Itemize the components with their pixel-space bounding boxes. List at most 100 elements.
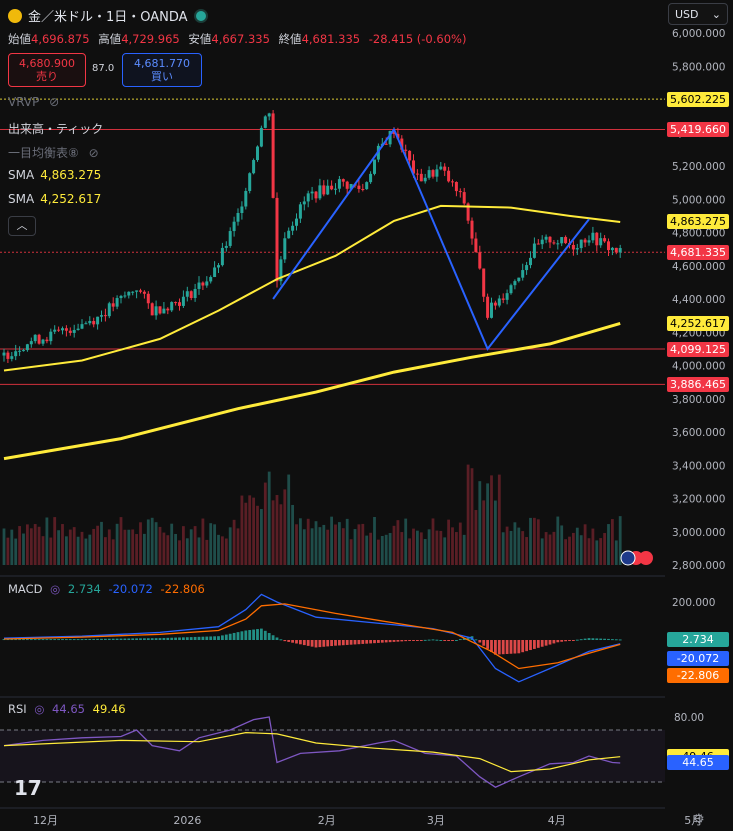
volume-bar xyxy=(115,523,119,565)
macd-histogram-bar xyxy=(240,631,244,640)
macd-histogram-bar xyxy=(260,628,263,640)
volume-tick-label: 出来高・ティック xyxy=(8,122,104,136)
refresh-icon[interactable]: ◎ xyxy=(50,582,61,596)
volume-bar xyxy=(431,518,435,565)
volume-bar xyxy=(65,536,68,565)
volume-bar xyxy=(146,519,150,565)
volume-bar xyxy=(595,540,599,565)
volume-bar xyxy=(478,481,482,565)
volume-bar xyxy=(427,529,431,565)
rsi-band xyxy=(0,730,665,782)
settings-gear-icon[interactable]: ⚙ xyxy=(693,812,705,827)
tradingview-logo[interactable]: 17 xyxy=(14,776,42,800)
rsi-legend[interactable]: RSI ◎ 44.65 49.46 xyxy=(8,702,126,716)
volume-bar xyxy=(275,495,279,565)
candle-body xyxy=(18,350,22,352)
volume-bar xyxy=(462,534,466,565)
candle-body xyxy=(263,116,267,128)
eye-hidden-icon[interactable]: ⊘ xyxy=(49,95,60,109)
candle-body xyxy=(287,230,291,239)
macd-histogram-bar xyxy=(505,640,509,654)
macd-histogram-bar xyxy=(174,637,177,640)
candle-body xyxy=(607,241,610,251)
collapse-legend-button[interactable]: ︿ xyxy=(8,216,36,236)
macd-histogram-bar xyxy=(548,640,552,645)
candle-body xyxy=(556,243,560,245)
price-axis-label: 5,419.660 xyxy=(667,121,729,137)
candle-body xyxy=(45,339,49,342)
macd-legend[interactable]: MACD ◎ 2.734 -20.072 -22.806 xyxy=(8,582,205,596)
macd-histogram-bar xyxy=(322,640,326,647)
refresh-icon[interactable]: ◎ xyxy=(34,702,45,716)
indicator-ichimoku[interactable]: 一目均衡表⑧ ⊘ xyxy=(8,144,99,161)
candle-body xyxy=(197,282,201,289)
buy-price: 4,681.770 xyxy=(134,57,190,70)
candle-body xyxy=(521,270,525,278)
candle-body xyxy=(220,247,224,266)
volume-bar xyxy=(474,510,478,565)
volume-bar xyxy=(37,526,41,565)
volume-bar xyxy=(104,537,107,565)
macd-histogram-bar xyxy=(443,640,447,641)
candle-body xyxy=(107,303,111,317)
volume-bar xyxy=(419,532,423,565)
macd-histogram-bar xyxy=(49,639,53,641)
macd-histogram-bar xyxy=(501,640,505,655)
indicator-vrvp[interactable]: VRVP ⊘ xyxy=(8,95,59,109)
macd-histogram-bar xyxy=(189,637,193,640)
macd-histogram-bar xyxy=(201,636,205,640)
candle-body xyxy=(302,201,306,205)
volume-bar xyxy=(611,519,614,565)
macd-histogram-bar xyxy=(521,640,525,653)
sell-button[interactable]: 4,680.900 売り xyxy=(8,53,86,87)
buy-button[interactable]: 4,681.770 買い xyxy=(122,53,202,87)
candle-body xyxy=(224,245,228,248)
volume-bar xyxy=(349,539,353,565)
volume-bar xyxy=(451,527,454,565)
macd-histogram-bar xyxy=(423,639,427,641)
macd-histogram-bar xyxy=(474,639,478,641)
volume-bar xyxy=(439,530,443,565)
volume-bar xyxy=(228,527,232,565)
candle-body xyxy=(595,232,599,246)
macd-histogram-bar xyxy=(388,640,392,643)
volume-bar xyxy=(400,532,404,565)
macd-histogram-bar xyxy=(65,639,68,641)
candle-body xyxy=(412,160,415,174)
symbol-title[interactable]: 金／米ドル・1日・OANDA xyxy=(28,10,188,25)
indicator-sma-2[interactable]: SMA 4,252.617 xyxy=(8,192,101,206)
macd-histogram-bar xyxy=(318,640,322,648)
volume-bar xyxy=(283,489,287,565)
indicator-volume[interactable]: 出来高・ティック xyxy=(8,120,103,137)
macd-histogram-bar xyxy=(295,640,298,644)
macd-histogram-bar xyxy=(466,637,470,640)
candle-body xyxy=(201,282,205,286)
candle-body xyxy=(552,242,556,244)
sell-price: 4,680.900 xyxy=(19,57,75,70)
candle-body xyxy=(248,173,252,191)
volume-bar xyxy=(209,523,213,565)
macd-histogram-bar xyxy=(291,640,294,643)
volume-bar xyxy=(139,522,142,565)
volume-bar xyxy=(521,531,525,565)
x-tick-label: 5月 xyxy=(684,814,702,827)
zigzag-line xyxy=(272,127,590,351)
volume-bar xyxy=(166,535,170,565)
macd-histogram-bar xyxy=(439,640,443,641)
candle-body xyxy=(213,267,217,278)
volume-bar xyxy=(466,464,470,565)
indicator-sma-1[interactable]: SMA 4,863.275 xyxy=(8,168,101,182)
candle-body xyxy=(599,238,603,246)
x-tick-label: 3月 xyxy=(427,814,445,827)
candle-body xyxy=(275,197,279,282)
macd-histogram-bar xyxy=(18,639,21,641)
candle-body xyxy=(228,231,232,246)
volume-bar xyxy=(213,524,216,565)
currency-select[interactable]: USD ⌄ xyxy=(668,3,728,25)
macd-histogram-bar xyxy=(162,637,166,640)
sma1-label: SMA xyxy=(8,168,35,182)
candle-body xyxy=(575,248,579,250)
volume-bar xyxy=(365,535,369,565)
eye-hidden-icon[interactable]: ⊘ xyxy=(88,146,99,160)
